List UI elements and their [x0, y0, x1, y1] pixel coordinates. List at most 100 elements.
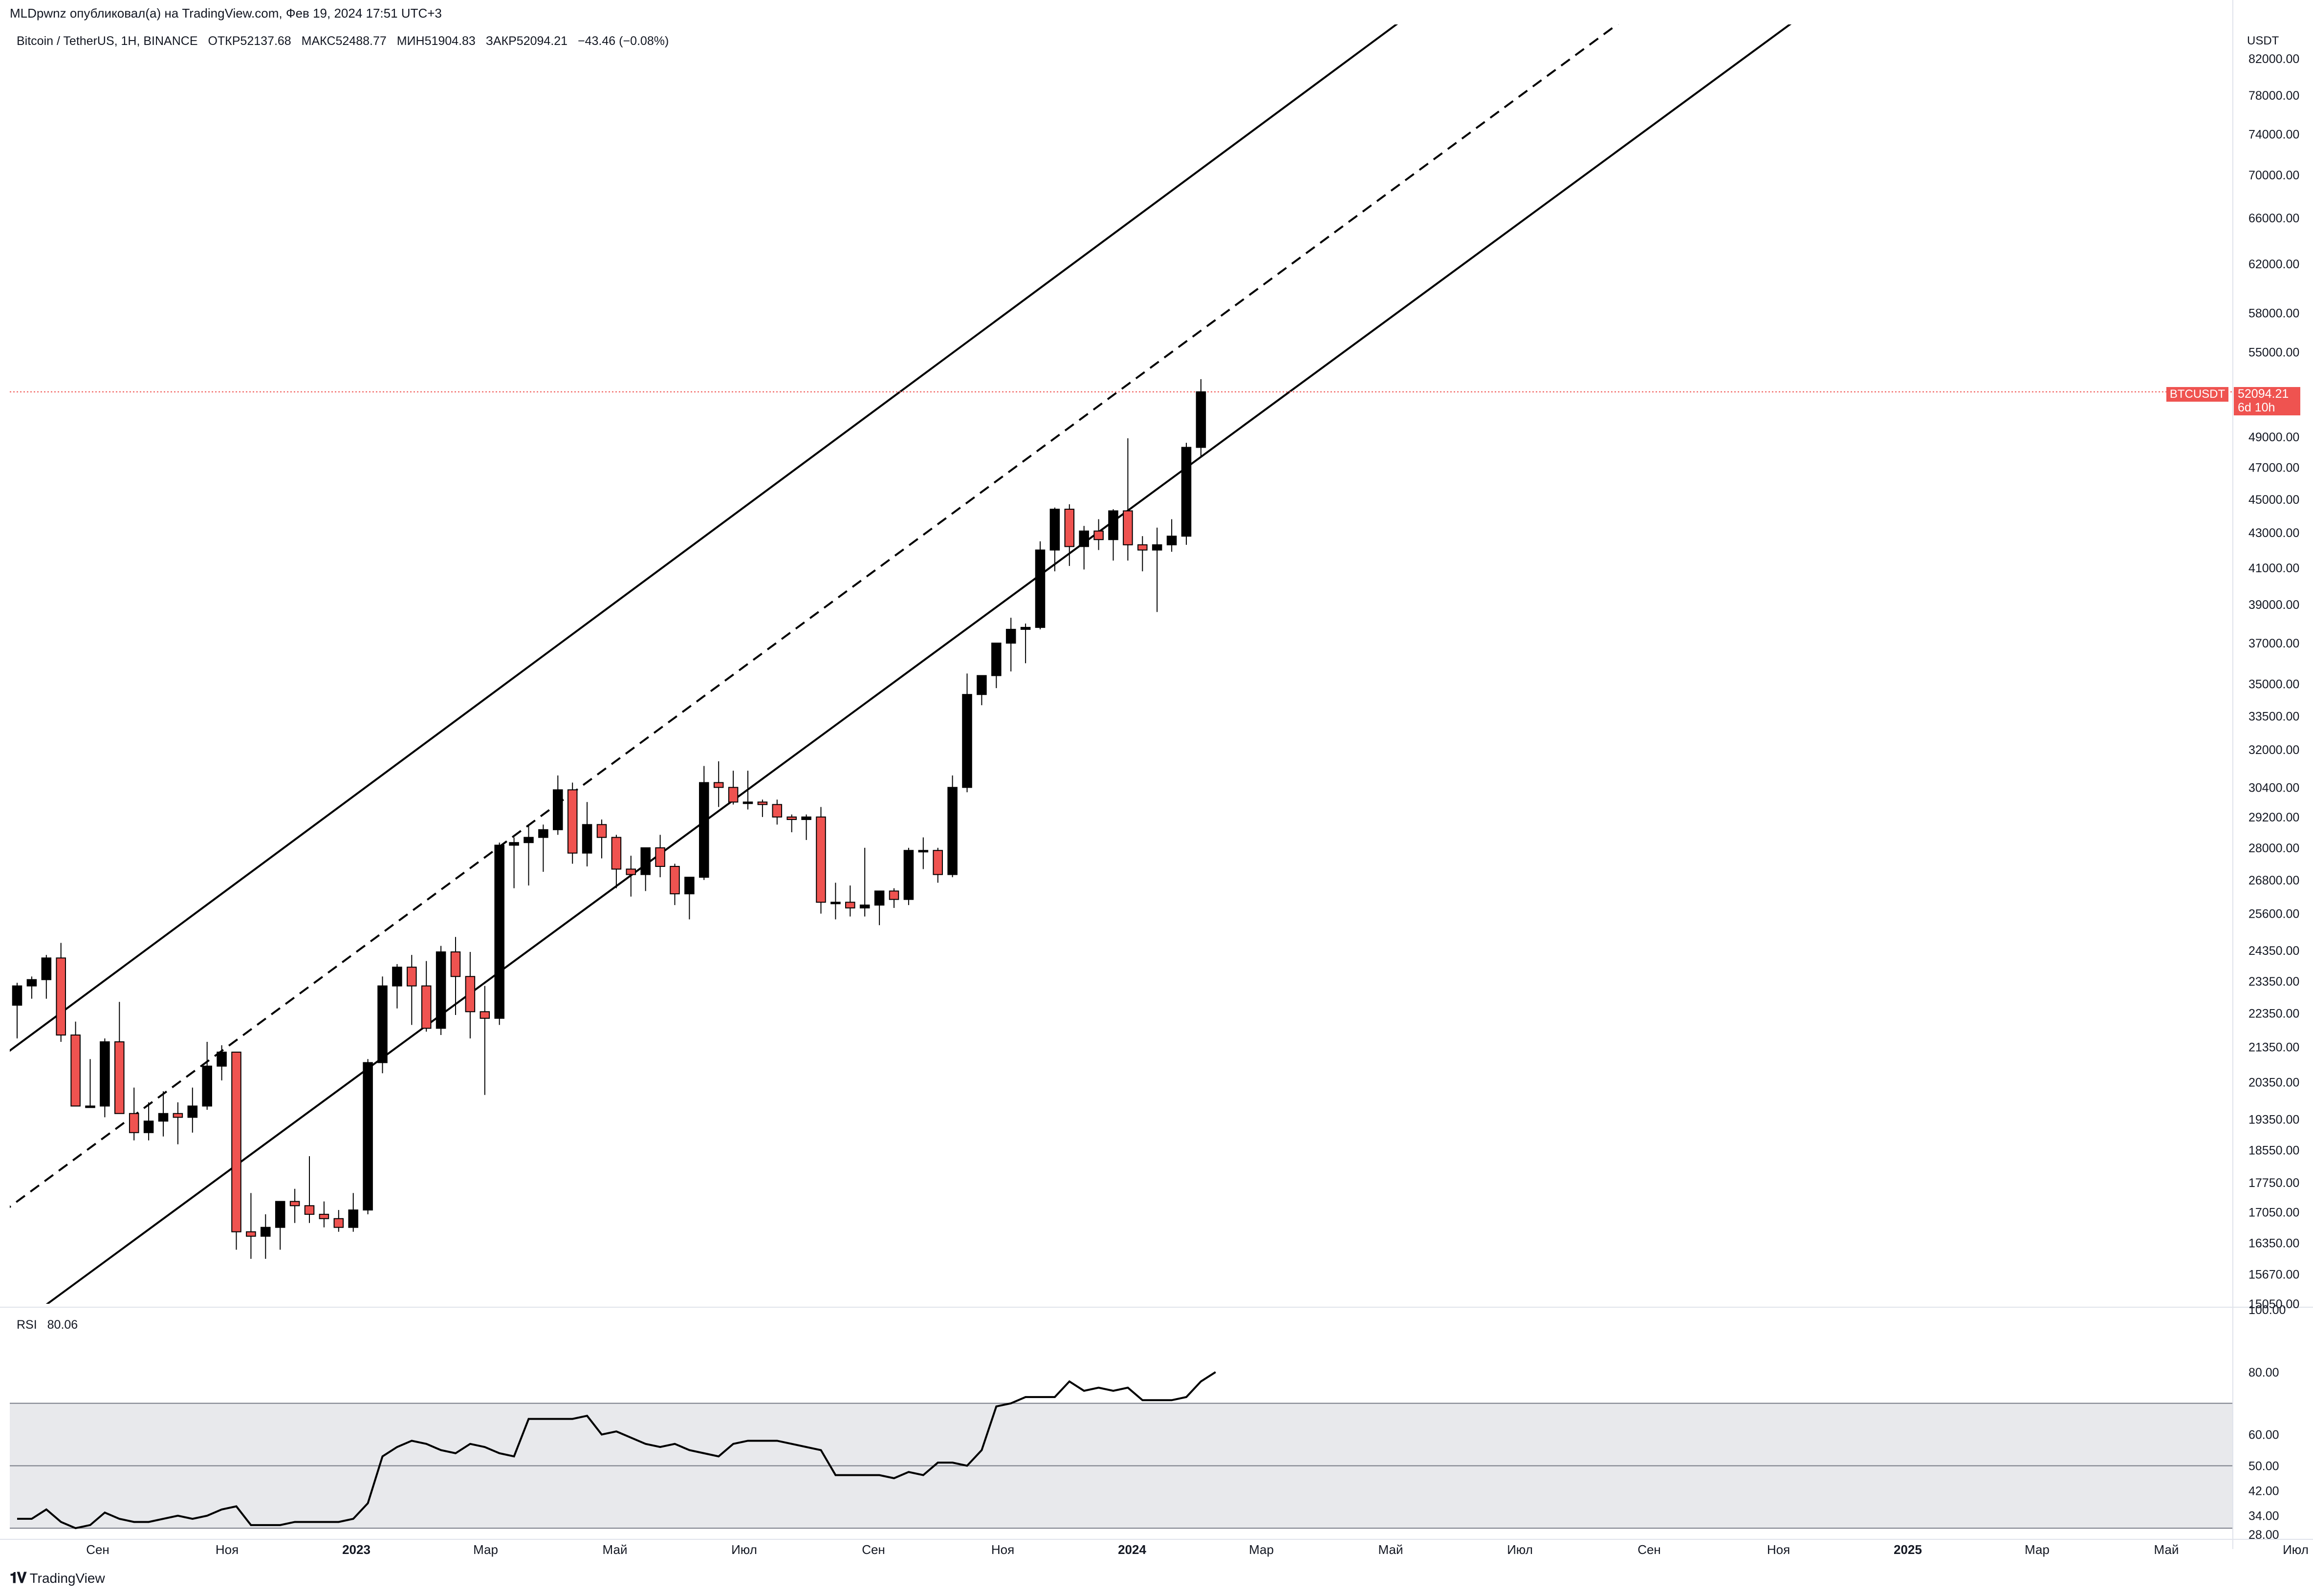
candle	[742, 771, 753, 810]
rsi-value: 80.06	[47, 1318, 78, 1332]
candle-body	[962, 694, 972, 788]
candle	[582, 802, 592, 866]
candle-body	[567, 789, 578, 854]
candle	[859, 847, 870, 917]
time-axis-label: 2023	[342, 1542, 371, 1557]
price-axis-tick: 78000.00	[2248, 89, 2299, 103]
candle	[26, 976, 37, 999]
candle-body	[158, 1113, 169, 1122]
time-axis-label: Сен	[86, 1542, 109, 1557]
ohlc-close: ЗАКР52094.21	[485, 34, 568, 48]
rsi-axis-tick: 60.00	[2248, 1428, 2279, 1442]
candle-body	[275, 1201, 285, 1228]
candle-body	[670, 865, 680, 895]
candle	[421, 961, 432, 1032]
time-axis-label: Июл	[2283, 1542, 2309, 1557]
rsi-axis-tick: 42.00	[2248, 1485, 2279, 1498]
candle-body	[407, 967, 417, 987]
candle-body	[874, 890, 885, 906]
candle-body	[611, 837, 622, 870]
candle-body	[553, 789, 563, 830]
price-axis-tick: 29200.00	[2248, 811, 2299, 824]
candle-body	[903, 850, 914, 900]
candle-body	[377, 985, 388, 1063]
candle-body	[1005, 628, 1016, 644]
price-axis-tick: 45000.00	[2248, 493, 2299, 507]
tradingview-brand[interactable]: 𝟏𝐕 TradingView	[10, 1570, 105, 1587]
price-axis-tick: 74000.00	[2248, 128, 2299, 141]
candle	[1196, 379, 1206, 457]
ohlc-open: ОТКР52137.68	[208, 34, 291, 48]
candle-body	[231, 1052, 241, 1232]
candle-body	[85, 1105, 95, 1108]
candle	[947, 775, 958, 878]
candle	[143, 1102, 154, 1141]
candle-body	[1049, 509, 1060, 551]
time-axis-label: Ноя	[1767, 1542, 1790, 1557]
candle-body	[640, 847, 651, 875]
symbol-legend[interactable]: Bitcoin / TetherUS, 1H, BINANCE ОТКР5213…	[17, 34, 676, 48]
time-axis-label: Ноя	[216, 1542, 239, 1557]
candle	[231, 1052, 241, 1250]
rsi-legend[interactable]: RSI 80.06	[17, 1318, 85, 1332]
candle	[1093, 519, 1104, 550]
candle	[319, 1201, 329, 1228]
time-axis-label: Сен	[862, 1542, 885, 1557]
candle	[933, 847, 943, 883]
rsi-line-path	[17, 1371, 1216, 1530]
bar-countdown: 6d 10h	[2238, 401, 2275, 414]
rsi-band	[10, 1402, 2233, 1529]
candle-body	[70, 1035, 81, 1107]
candle	[158, 1091, 169, 1137]
candle-body	[333, 1218, 344, 1228]
price-axis-tick: 55000.00	[2248, 345, 2299, 359]
candle	[611, 835, 622, 888]
candle	[626, 856, 636, 897]
price-axis-tick: 32000.00	[2248, 743, 2299, 757]
price-axis-tick: 19350.00	[2248, 1113, 2299, 1126]
time-axis-label: Июл	[731, 1542, 757, 1557]
candle	[1123, 438, 1133, 561]
candle-body	[889, 890, 899, 900]
candle	[786, 814, 797, 833]
candle-body	[465, 976, 476, 1013]
price-axis-tick: 35000.00	[2248, 678, 2299, 691]
candle	[70, 1021, 81, 1107]
candle-body	[509, 842, 519, 846]
candle-body	[626, 868, 636, 875]
candle-body	[742, 801, 753, 804]
candle	[699, 766, 709, 880]
price-axis-tick: 28000.00	[2248, 841, 2299, 855]
time-axis-label: Мар	[473, 1542, 498, 1557]
rsi-line	[17, 1371, 1216, 1530]
candle	[1079, 526, 1089, 570]
candle-body	[1020, 626, 1031, 630]
candle-body	[348, 1209, 358, 1228]
candle	[567, 782, 578, 864]
axes: 82000.00 78000.00 74000.00 70000.00 66000.00…	[0, 0, 2313, 1557]
price-axis-tick: 16350.00	[2248, 1236, 2299, 1250]
candle-body	[918, 850, 929, 853]
time-axis-label: Май	[2154, 1542, 2179, 1557]
price-axis-tick: 15670.00	[2248, 1268, 2299, 1281]
candle	[465, 951, 476, 1038]
price-axis-tick: 58000.00	[2248, 306, 2299, 320]
price-axis-tick: 37000.00	[2248, 637, 2299, 650]
candlestick-series	[12, 379, 1206, 1259]
candle	[1137, 536, 1148, 572]
candle-body	[143, 1121, 154, 1133]
price-axis-unit: USDT	[2247, 34, 2279, 47]
rsi-axis-tick: 34.00	[2248, 1510, 2279, 1523]
candle	[1108, 509, 1118, 561]
price-axis-tick: 24350.00	[2248, 944, 2299, 958]
candle-body	[757, 801, 768, 805]
symbol-name[interactable]: Bitcoin / TetherUS, 1H, BINANCE	[17, 34, 198, 48]
candle-body	[699, 782, 709, 878]
time-axis-label: 2024	[1118, 1542, 1146, 1557]
candle-body	[947, 787, 958, 875]
price-axis-tick: 30400.00	[2248, 781, 2299, 795]
tradingview-logo-icon: 𝟏𝐕	[10, 1570, 27, 1586]
candle	[962, 673, 972, 793]
candle	[977, 675, 987, 706]
